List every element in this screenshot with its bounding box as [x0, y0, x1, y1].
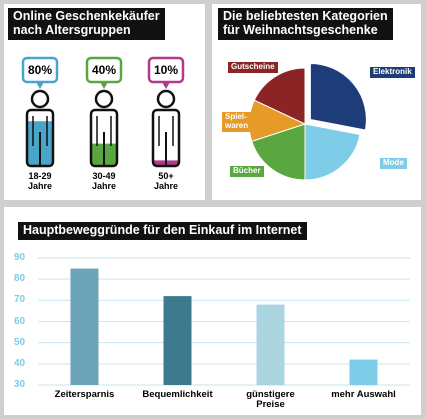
bar	[163, 296, 192, 385]
slice-label: Elektronik	[370, 67, 415, 78]
person-head	[156, 89, 176, 109]
slice-label: Gutscheine	[228, 62, 278, 73]
bubble-tail	[162, 82, 170, 89]
y-tick-label: 40	[14, 357, 26, 369]
pie-slice	[253, 67, 306, 125]
y-tick-label: 90	[14, 252, 26, 263]
person-head	[94, 89, 114, 109]
bar	[70, 268, 99, 385]
x-tick-label: Bequemlichkeit	[142, 389, 213, 400]
slice-label: Mode	[380, 158, 407, 169]
value-label: 40%	[91, 63, 117, 77]
y-tick-label: 30	[14, 379, 26, 390]
y-tick-label: 50	[14, 336, 26, 348]
category-label: 50+ Jahre	[153, 171, 179, 191]
bar	[349, 359, 378, 385]
pie-slice	[309, 63, 367, 131]
chart-title: Die beliebtesten Kategorien für Weihnach…	[218, 8, 393, 40]
x-tick-label: günstigere Preise	[246, 389, 295, 411]
slice-label: Bücher	[230, 166, 264, 177]
bubble-tail	[100, 82, 108, 89]
value-label: 80%	[27, 63, 53, 77]
bubble-tail	[36, 82, 44, 89]
y-tick-label: 80	[14, 273, 26, 285]
chart-title: Hauptbeweggründe für den Einkauf im Inte…	[18, 222, 307, 240]
slice-label: Spiel- waren	[222, 112, 252, 132]
pie-slice	[251, 123, 306, 181]
y-tick-label: 60	[14, 315, 26, 327]
y-tick-label: 70	[14, 294, 26, 306]
category-label: 18-29 Jahre	[27, 171, 53, 191]
category-label: 30-49 Jahre	[91, 171, 117, 191]
chart-title: Online Geschenkekäufer nach Altersgruppe…	[8, 8, 165, 40]
x-tick-label: mehr Auswahl	[331, 389, 396, 400]
pie-slice	[304, 123, 361, 181]
x-tick-label: Zeitersparnis	[54, 389, 115, 400]
person-head	[30, 89, 50, 109]
value-label: 10%	[153, 63, 179, 77]
bar	[256, 304, 285, 385]
